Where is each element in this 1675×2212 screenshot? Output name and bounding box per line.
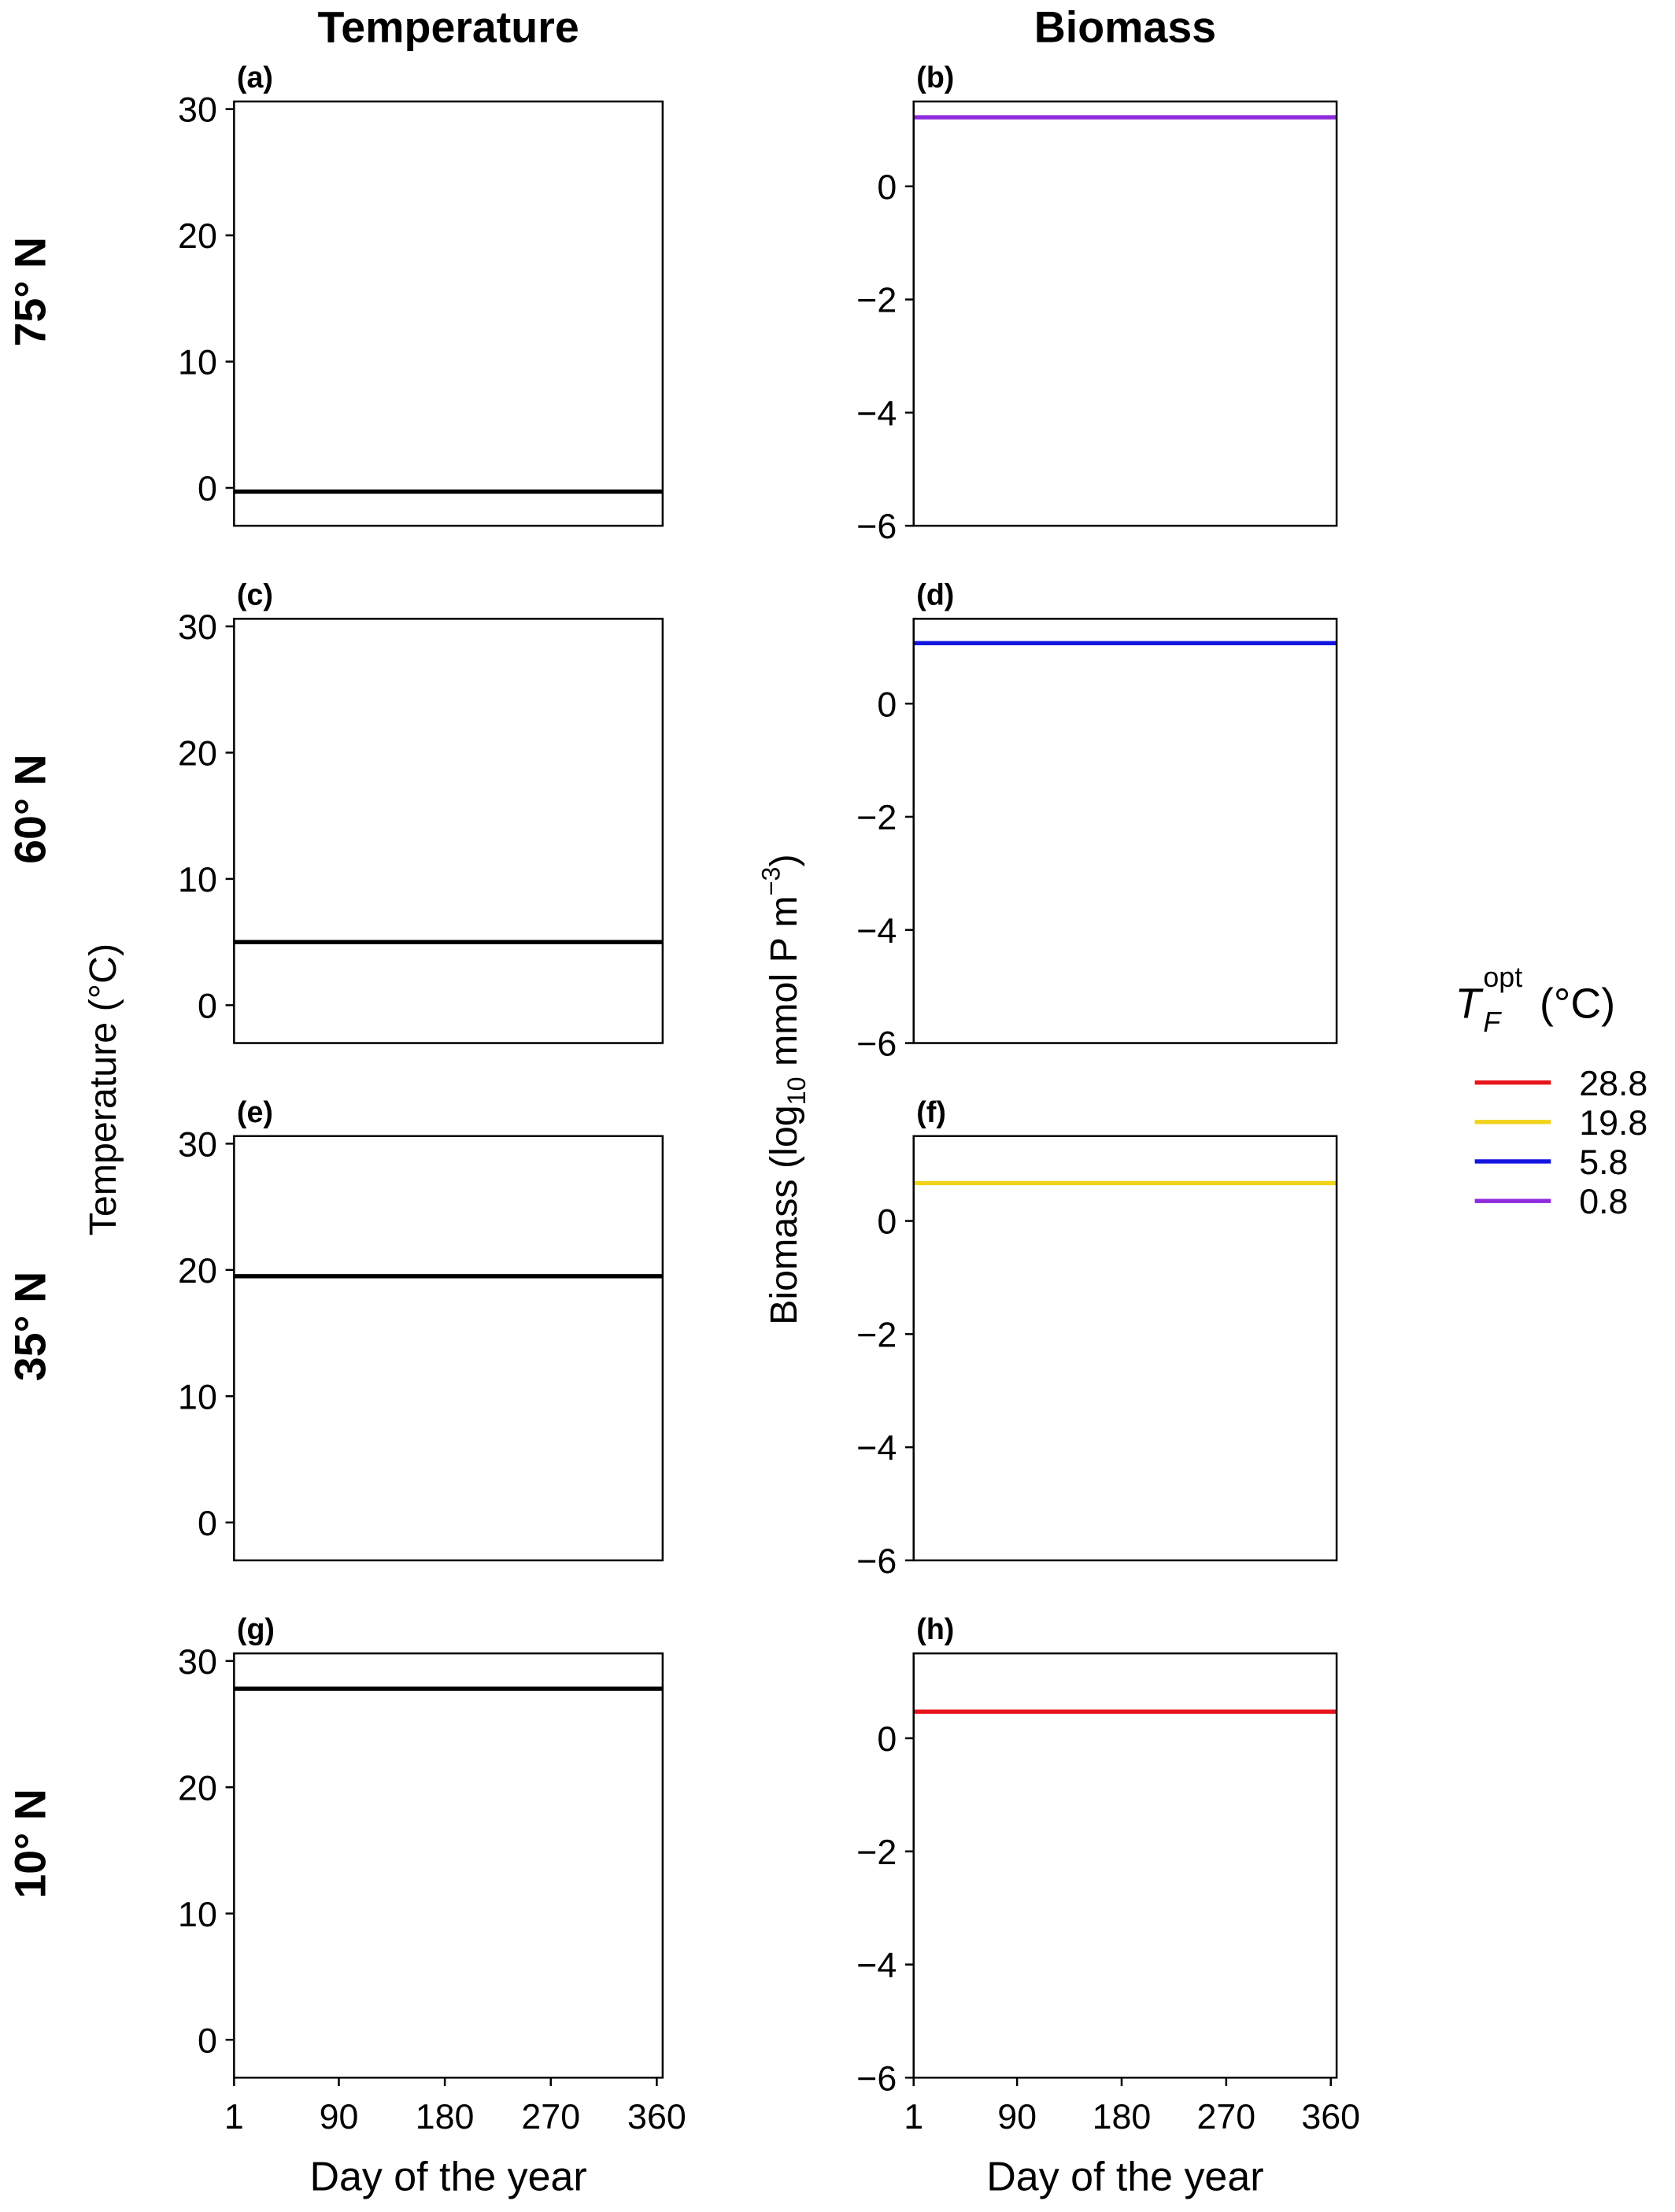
row-label: 75° N — [6, 237, 54, 346]
panel-label: (e) — [237, 1095, 273, 1128]
label-subscript: 10 — [782, 1076, 811, 1105]
x-tick-label: 90 — [320, 2097, 359, 2136]
x-tick-label: 180 — [416, 2097, 475, 2136]
legend-title: (°C) — [1540, 980, 1615, 1027]
y-tick-label: 0 — [198, 1504, 217, 1543]
y-tick-label: −2 — [856, 281, 897, 320]
y-tick-label: 0 — [198, 2021, 217, 2060]
y-tick-label: 30 — [178, 90, 217, 130]
y-tick-label: 0 — [198, 987, 217, 1026]
x-tick-label: 360 — [1301, 2097, 1360, 2136]
y-tick-label: 20 — [178, 1768, 217, 1808]
y-axis-label: Temperature (°C) — [82, 944, 124, 1235]
plot-frame — [233, 100, 664, 527]
y-tick-label: 0 — [877, 1719, 897, 1759]
y-tick-label: 0 — [877, 168, 897, 207]
y-tick-label: −6 — [856, 1025, 897, 1064]
y-tick-label: −4 — [856, 393, 897, 433]
x-axis-label: Day of the year — [986, 2155, 1263, 2200]
x-axis-label: Day of the year — [310, 2155, 587, 2200]
y-tick-label: 0 — [877, 685, 897, 724]
y-axis-label: Biomass (log10 mmol P m−3) — [757, 854, 811, 1324]
plot-frame — [233, 618, 664, 1044]
y-tick-label: −2 — [856, 798, 897, 837]
label-part: mmol P m — [763, 896, 805, 1076]
y-tick-label: −6 — [856, 1542, 897, 1581]
y-tick-label: 0 — [198, 469, 217, 508]
y-tick-label: −2 — [856, 1833, 897, 1872]
y-tick-label: 30 — [178, 1642, 217, 1682]
y-tick-label: 0 — [877, 1202, 897, 1242]
y-tick-label: 20 — [178, 734, 217, 774]
legend-title-subscript: F — [1483, 1006, 1502, 1038]
y-tick-label: −6 — [856, 2059, 897, 2098]
x-tick-label: 90 — [997, 2097, 1037, 2136]
row-label: 10° N — [6, 1789, 54, 1898]
x-tick-label: 270 — [521, 2097, 580, 2136]
y-tick-label: 10 — [178, 1895, 217, 1934]
row-label: 60° N — [6, 754, 54, 863]
column-title: Temperature — [318, 3, 579, 52]
y-tick-label: 20 — [178, 216, 217, 256]
label-superscript: −3 — [757, 867, 786, 896]
panel-label: (f) — [916, 1095, 946, 1128]
panel-label: (b) — [916, 61, 954, 94]
plot-frame — [233, 1652, 664, 2079]
row-label: 35° N — [6, 1272, 54, 1381]
y-tick-label: −2 — [856, 1315, 897, 1354]
y-tick-label: −4 — [856, 1946, 897, 1985]
x-tick-label: 270 — [1197, 2097, 1256, 2136]
x-tick-label: 360 — [627, 2097, 686, 2136]
y-tick-label: 10 — [178, 343, 217, 382]
x-tick-label: 1 — [904, 2097, 923, 2136]
y-tick-label: 10 — [178, 1377, 217, 1416]
plot-frame — [912, 1135, 1338, 1562]
label-part: Biomass (log — [763, 1105, 805, 1325]
y-tick-label: −4 — [856, 911, 897, 951]
legend-title: T — [1455, 980, 1484, 1027]
y-tick-label: −4 — [856, 1428, 897, 1468]
legend-title-superscript: opt — [1483, 962, 1522, 993]
panel-label: (g) — [237, 1612, 275, 1645]
legend: T F opt (°C) 28.819.85.80.8 — [1455, 962, 1648, 1221]
column-title: Biomass — [1034, 3, 1216, 52]
plot-frame — [233, 1135, 664, 1562]
y-tick-label: 10 — [178, 860, 217, 899]
label-part: ) — [763, 854, 805, 866]
panel-label: (a) — [237, 61, 273, 94]
x-tick-label: 180 — [1093, 2097, 1152, 2136]
legend-label: 19.8 — [1579, 1103, 1647, 1143]
y-tick-label: −6 — [856, 507, 897, 546]
x-tick-label: 1 — [224, 2097, 244, 2136]
plot-frame — [912, 618, 1338, 1044]
y-tick-label: 20 — [178, 1251, 217, 1291]
panel-label: (h) — [916, 1612, 954, 1645]
legend-label: 0.8 — [1579, 1182, 1628, 1221]
panel-label: (c) — [237, 578, 273, 611]
y-tick-label: 30 — [178, 607, 217, 647]
panel-label: (d) — [916, 578, 954, 611]
legend-label: 5.8 — [1579, 1143, 1628, 1182]
plot-frame — [912, 100, 1338, 527]
y-tick-label: 30 — [178, 1124, 217, 1164]
legend-label: 28.8 — [1579, 1064, 1647, 1103]
plot-frame — [912, 1652, 1338, 2079]
